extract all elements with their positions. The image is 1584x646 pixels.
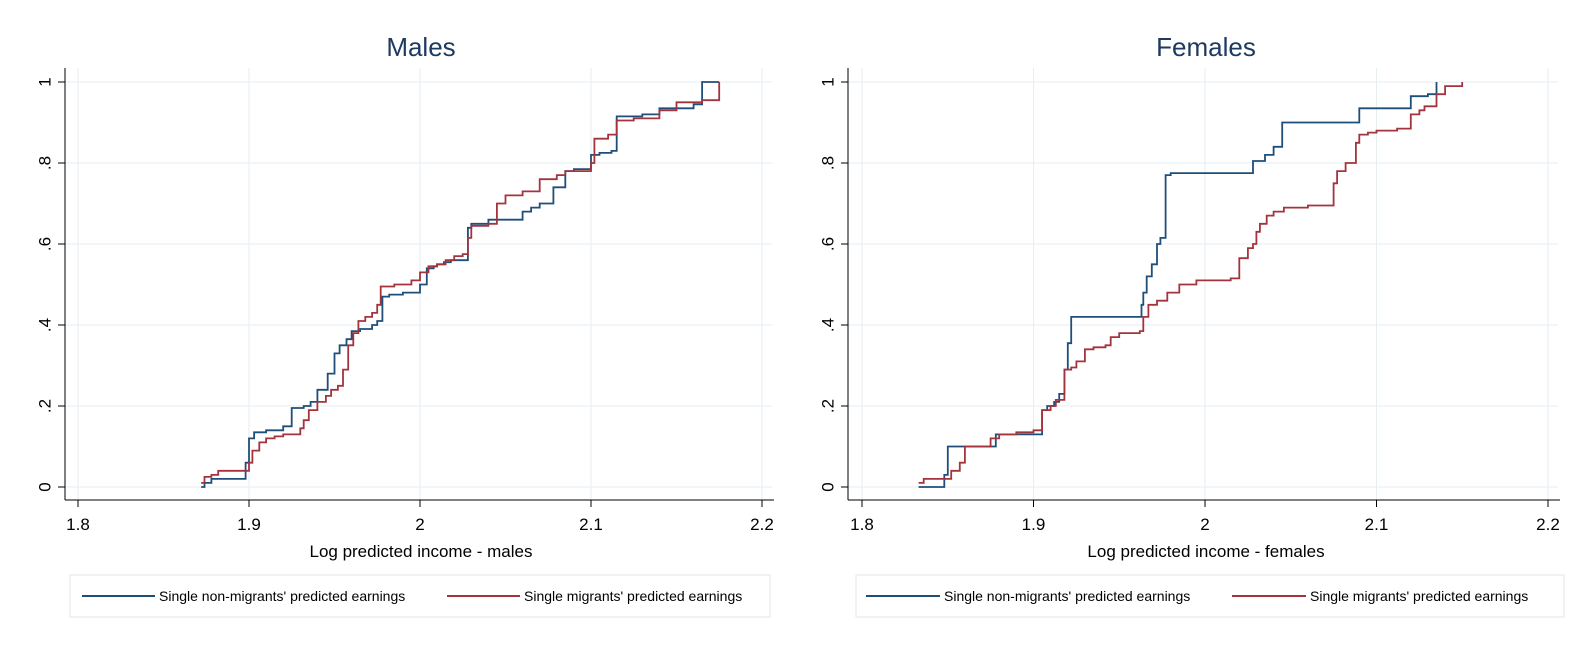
- x-ticks: 1.8 1.9 2 2.1 2.2: [850, 500, 1560, 534]
- y-tick-label: .2: [35, 399, 54, 413]
- legend-box: [69, 574, 771, 618]
- y-tick-label: 1: [818, 77, 837, 86]
- series-line-migrants: [918, 82, 1464, 484]
- x-tick-label: 2: [1200, 515, 1209, 534]
- y-ticks: 0 .2 .4 .6 .8 1: [35, 77, 65, 492]
- legend: Single non-migrants' predicted earnings …: [855, 574, 1565, 618]
- x-tick-label: 1.9: [237, 515, 261, 534]
- chart-title: Females: [1156, 32, 1256, 62]
- legend-label-non-migrants: Single non-migrants' predicted earnings: [159, 588, 405, 604]
- gridlines: [848, 68, 1558, 500]
- x-tick-label: 2.2: [750, 515, 774, 534]
- x-tick-label: 2.1: [579, 515, 603, 534]
- y-tick-label: .6: [818, 237, 837, 251]
- x-tick-label: 2.1: [1365, 515, 1389, 534]
- males-panel: Males 1.8 1.9 2 2.1 2.2 0 .2 .4 .6 .8 1 Log predi…: [35, 32, 774, 618]
- x-axis-label: Log predicted income - females: [1087, 542, 1324, 561]
- y-tick-label: 0: [818, 482, 837, 491]
- y-tick-label: 0: [35, 482, 54, 491]
- y-tick-label: .4: [35, 318, 54, 332]
- x-tick-label: 2.2: [1536, 515, 1560, 534]
- y-tick-label: .8: [818, 156, 837, 170]
- y-tick-label: .2: [818, 399, 837, 413]
- legend: Single non-migrants' predicted earnings …: [69, 574, 771, 618]
- x-tick-label: 1.8: [66, 515, 90, 534]
- x-tick-label: 1.8: [850, 515, 874, 534]
- y-tick-label: .8: [35, 156, 54, 170]
- legend-label-migrants: Single migrants' predicted earnings: [1310, 588, 1528, 604]
- series-line-migrants: [201, 82, 721, 484]
- y-tick-label: 1: [35, 77, 54, 86]
- legend-box: [855, 574, 1565, 618]
- x-axis-label: Log predicted income - males: [309, 542, 532, 561]
- x-tick-label: 2: [415, 515, 424, 534]
- series-line-non-migrants: [201, 81, 720, 488]
- legend-label-non-migrants: Single non-migrants' predicted earnings: [944, 588, 1190, 604]
- y-tick-label: .4: [818, 318, 837, 332]
- females-panel: Females 1.8 1.9 2 2.1 2.2 0 .2 .4 .6 .8 1 Log pre…: [818, 32, 1565, 618]
- legend-label-migrants: Single migrants' predicted earnings: [524, 588, 742, 604]
- y-tick-label: .6: [35, 237, 54, 251]
- x-ticks: 1.8 1.9 2 2.1 2.2: [66, 500, 774, 534]
- series-group: [918, 82, 1464, 488]
- chart-title: Males: [386, 32, 455, 62]
- gridlines: [65, 68, 772, 500]
- y-ticks: 0 .2 .4 .6 .8 1: [818, 77, 848, 492]
- x-tick-label: 1.9: [1022, 515, 1046, 534]
- series-group: [201, 81, 721, 488]
